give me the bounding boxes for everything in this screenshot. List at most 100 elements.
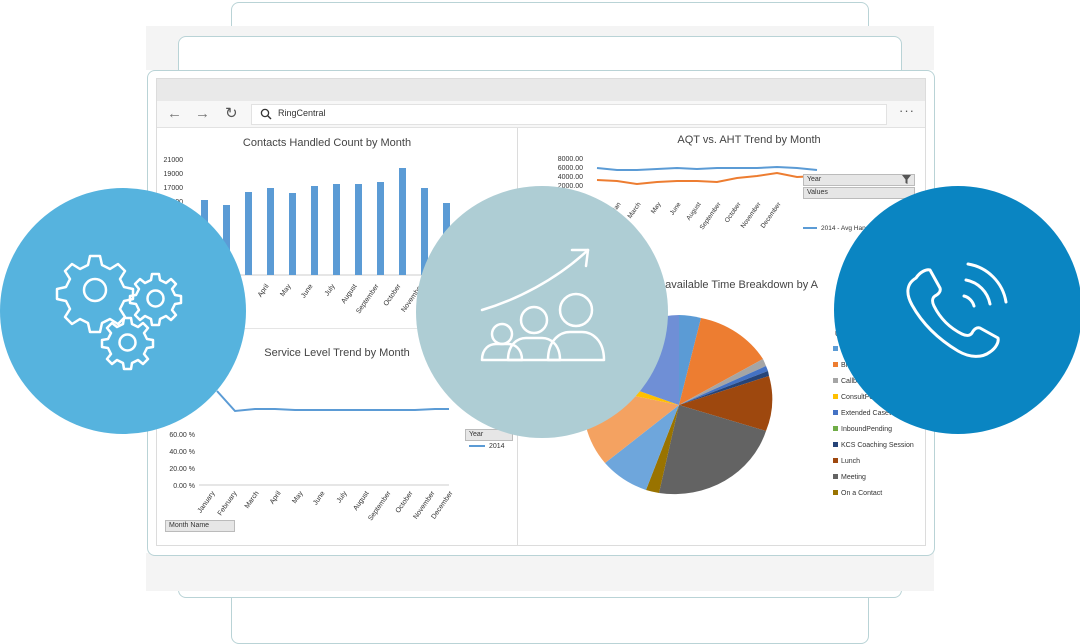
service-ytick: 0.00 % bbox=[173, 483, 195, 490]
aqt-ytick: 4000.00 bbox=[558, 174, 583, 181]
pie-slice-ac bbox=[679, 315, 701, 405]
pie-slice-callback bbox=[679, 359, 766, 405]
pie-slice-lunch bbox=[679, 376, 773, 431]
legend-label: InboundPending bbox=[841, 426, 892, 433]
legend-swatch bbox=[833, 474, 838, 479]
aqt-xtick: August bbox=[685, 201, 702, 222]
aqt-ytick: 6000.00 bbox=[558, 165, 583, 172]
service-year-filter[interactable]: Year bbox=[465, 429, 513, 441]
legend-label: Meeting bbox=[841, 474, 866, 481]
legend-label: ConsultPending bbox=[841, 394, 891, 401]
aqt-xtick: June bbox=[669, 201, 683, 217]
aqt-xtick: December bbox=[760, 200, 783, 229]
aqt-ytick: 2000.00 bbox=[558, 183, 583, 190]
pane-divider-horizontal bbox=[157, 328, 517, 329]
team-growth-icon bbox=[480, 248, 606, 362]
legend-swatch bbox=[833, 410, 838, 415]
aqt-xtick: October bbox=[724, 200, 743, 224]
service-legend-label: 2014 bbox=[489, 443, 505, 450]
pie-slice-kcs bbox=[679, 371, 769, 405]
contacts-bar bbox=[289, 193, 296, 275]
aqt-values-filter[interactable]: Values bbox=[803, 187, 915, 199]
legend-swatch bbox=[833, 394, 838, 399]
contacts-bar bbox=[355, 184, 362, 275]
contacts-xtick: July bbox=[324, 283, 337, 298]
address-text: RingCentral bbox=[278, 108, 326, 118]
pie-slice-extended-casework bbox=[679, 366, 768, 405]
pie-slice-break bbox=[679, 318, 763, 405]
legend-swatch bbox=[833, 378, 838, 383]
service-xtick: August bbox=[352, 490, 370, 512]
service-ytick: 20.00 % bbox=[169, 466, 195, 473]
service-xtick: January bbox=[197, 490, 217, 515]
legend-label: KCS Coaching Session bbox=[841, 442, 914, 449]
aqt-legend-label: 2014 - Avg Handle Ti bbox=[821, 225, 881, 232]
aqt-xtick: May bbox=[650, 201, 663, 216]
contacts-bar bbox=[399, 168, 406, 275]
refresh-button[interactable]: ↻ bbox=[225, 105, 238, 122]
contacts-chart-title: Contacts Handled Count by Month bbox=[243, 137, 411, 149]
phone-badge bbox=[834, 186, 1080, 434]
search-icon bbox=[260, 108, 272, 120]
pie-slice-on-a-contact bbox=[646, 405, 679, 493]
contacts-xtick: May bbox=[279, 283, 293, 298]
contacts-xtick: September bbox=[355, 283, 381, 316]
service-xtick: February bbox=[217, 490, 239, 517]
address-bar[interactable]: RingCentral bbox=[251, 104, 887, 125]
aqt-chart-title: AQT vs. AHT Trend by Month bbox=[677, 134, 820, 146]
forward-button[interactable]: → bbox=[195, 105, 210, 122]
service-chart-title: Service Level Trend by Month bbox=[264, 347, 410, 359]
aqt-xtick: March bbox=[627, 201, 643, 220]
contacts-bar bbox=[333, 184, 340, 275]
legend-label: On a Contact bbox=[841, 490, 882, 497]
contacts-chart: Contacts Handled Count by Month 21000 19… bbox=[164, 137, 457, 316]
legend-swatch bbox=[833, 490, 838, 495]
month-name-filter[interactable]: Month Name bbox=[165, 520, 235, 532]
contacts-xtick: June bbox=[300, 283, 315, 300]
contacts-ytick: 17000 bbox=[164, 185, 184, 192]
aqt-ytick: 8000.00 bbox=[558, 156, 583, 163]
service-xtick: March bbox=[244, 490, 261, 510]
contacts-bar bbox=[377, 182, 384, 275]
gears-badge bbox=[0, 188, 246, 434]
contacts-xtick: October bbox=[383, 283, 403, 308]
unavailable-chart-title: navailable Time Breakdown by A bbox=[659, 279, 819, 291]
service-level-chart: Service Level Trend by Month 60.00 % 40.… bbox=[169, 347, 505, 523]
contacts-bar bbox=[245, 192, 252, 275]
phone-call-icon bbox=[906, 262, 1008, 358]
legend-swatch bbox=[833, 362, 838, 367]
browser-titlebar bbox=[157, 79, 925, 101]
service-ytick: 40.00 % bbox=[169, 449, 195, 456]
service-xtick: April bbox=[269, 490, 283, 506]
growth-badge bbox=[416, 186, 668, 438]
more-menu-button[interactable]: ··· bbox=[899, 103, 915, 118]
aht-series-line bbox=[596, 165, 818, 171]
contacts-xtick: April bbox=[257, 283, 271, 299]
contacts-ytick: 19000 bbox=[164, 171, 184, 178]
service-ytick: 60.00 % bbox=[169, 432, 195, 439]
legend-swatch bbox=[833, 458, 838, 463]
service-xtick: September bbox=[367, 490, 393, 523]
service-series-line bbox=[216, 390, 449, 413]
contacts-bar bbox=[267, 188, 274, 275]
pie-slice-blue bbox=[605, 405, 679, 490]
aqt-xtick: Jan bbox=[611, 201, 623, 214]
contacts-bar bbox=[311, 186, 318, 275]
pie-slice-meeting bbox=[659, 405, 766, 495]
back-button[interactable]: ← bbox=[167, 105, 182, 122]
service-xtick: June bbox=[312, 490, 327, 507]
aqt-series-line bbox=[596, 171, 818, 186]
aqt-aht-chart: AQT vs. AHT Trend by Month 8000.00 6000.… bbox=[558, 134, 882, 232]
filter-funnel-icon bbox=[902, 175, 911, 184]
service-xtick: October bbox=[395, 490, 415, 515]
aqt-year-filter[interactable]: Year bbox=[803, 174, 915, 186]
legend-swatch bbox=[833, 442, 838, 447]
contacts-ytick: 21000 bbox=[164, 157, 184, 164]
service-xtick: May bbox=[291, 490, 305, 505]
legend-swatch bbox=[833, 346, 838, 351]
service-xtick: July bbox=[336, 490, 349, 505]
legend-swatch bbox=[833, 426, 838, 431]
legend-label: Extended Casework bbox=[841, 410, 904, 417]
contacts-xtick: August bbox=[340, 283, 358, 305]
contacts-bar bbox=[421, 188, 428, 275]
